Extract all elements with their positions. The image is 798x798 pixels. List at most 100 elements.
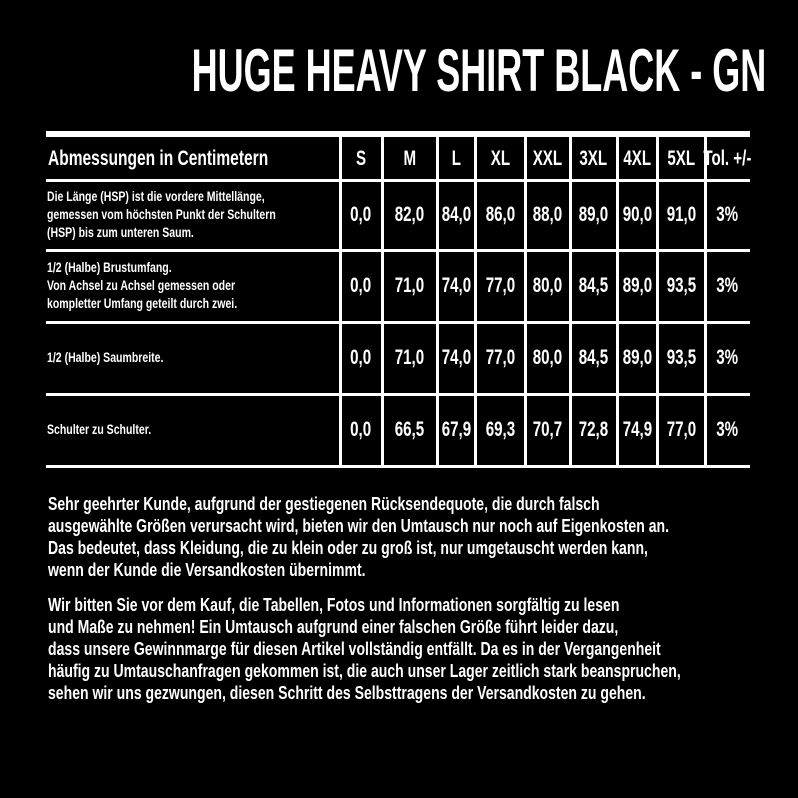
row-border — [46, 249, 750, 252]
note-line: wenn der Kunde die Versandkosten übernim… — [48, 560, 366, 580]
value-text: 86,0 — [485, 203, 515, 226]
row-label-line: gemessen vom höchsten Punkt der Schulter… — [47, 207, 276, 222]
row-label-line: Die Länge (HSP) ist die vordere Mittellä… — [47, 189, 265, 204]
value-text: 77,0 — [485, 274, 515, 297]
title: HUGE HEAVY SHIRT BLACK - GN — [191, 37, 767, 104]
note-line: ausgewählte Größen verursacht wird, biet… — [48, 516, 670, 536]
row-label: Die Länge (HSP) ist die vordere Mittellä… — [47, 180, 341, 250]
column-border — [381, 137, 384, 466]
value-text: 89,0 — [578, 203, 609, 226]
header-cell: 5XL — [657, 137, 705, 180]
column-border — [704, 137, 707, 466]
value-text: 0,0 — [350, 203, 372, 226]
value-text: 66,5 — [394, 418, 425, 441]
value-cell: 82,0 — [382, 180, 437, 250]
value-text: 84,0 — [441, 203, 471, 226]
row-label-line: 1/2 (Halbe) Brustumfang. — [47, 260, 172, 275]
header-cell: XXL — [525, 137, 570, 180]
row-label-line: kompletter Umfang geteilt durch zwei. — [47, 296, 238, 311]
value-text: 69,3 — [485, 418, 515, 441]
value-text: 67,9 — [441, 418, 471, 441]
column-border — [339, 137, 342, 466]
value-cell: 74,0 — [437, 250, 475, 322]
value-text: 80,0 — [532, 346, 563, 369]
row-label: 1/2 (Halbe) Brustumfang. Von Achsel zu Ac… — [47, 250, 341, 322]
value-text: 3% — [716, 274, 739, 297]
value-text: 0,0 — [350, 346, 372, 369]
value-text: 91,0 — [666, 203, 696, 226]
row-label: 1/2 (Halbe) Saumbreite. — [47, 322, 341, 394]
header-cell: S — [340, 137, 382, 180]
value-text: 71,0 — [394, 274, 425, 297]
value-text: 3% — [716, 203, 739, 226]
column-border — [616, 137, 619, 466]
value-cell: 89,0 — [617, 250, 657, 322]
row-label-line: Von Achsel zu Achsel gemessen oder — [47, 278, 236, 293]
value-cell: 0,0 — [340, 250, 382, 322]
value-cell: 70,7 — [525, 394, 570, 466]
value-cell: 93,5 — [657, 250, 705, 322]
value-cell: 74,9 — [617, 394, 657, 466]
column-border — [524, 137, 527, 466]
row-label-line: (HSP) bis zum unteren Saum. — [47, 225, 194, 240]
value-cell: 0,0 — [340, 394, 382, 466]
header-cell: Tol. +/- — [703, 137, 752, 180]
value-cell: 88,0 — [525, 180, 570, 250]
row-border — [46, 321, 750, 324]
note-line: und Maße zu nehmen! Ein Umtausch aufgrun… — [48, 617, 619, 637]
value-cell: 71,0 — [382, 250, 437, 322]
header-text: XXL — [532, 146, 563, 170]
row-label: Schulter zu Schulter. — [47, 394, 341, 466]
value-text: 3% — [716, 418, 739, 441]
header-cell: 4XL — [617, 137, 657, 180]
header-text: L — [451, 146, 461, 170]
header-text: Tol. +/- — [703, 146, 752, 170]
value-text: 77,0 — [485, 346, 515, 369]
value-text: 93,5 — [666, 274, 696, 297]
value-text: 80,0 — [532, 274, 563, 297]
value-cell: 3% — [705, 180, 750, 250]
value-cell: 72,8 — [570, 394, 617, 466]
value-cell: 80,0 — [525, 250, 570, 322]
value-cell: 93,5 — [657, 322, 705, 394]
table-top-border — [46, 131, 750, 137]
value-text: 93,5 — [666, 346, 696, 369]
value-text: 74,9 — [622, 418, 652, 441]
column-border — [436, 137, 439, 466]
value-cell: 77,0 — [475, 322, 525, 394]
value-cell: 90,0 — [617, 180, 657, 250]
note-line: dass unsere Gewinnmarge für diesen Artik… — [48, 639, 661, 659]
value-text: 0,0 — [350, 274, 372, 297]
value-cell: 67,9 — [437, 394, 475, 466]
column-border — [656, 137, 659, 466]
header-text: S — [355, 146, 367, 170]
row-border — [46, 393, 750, 396]
value-text: 74,0 — [441, 274, 471, 297]
value-cell: 77,0 — [475, 250, 525, 322]
value-text: 82,0 — [394, 203, 425, 226]
value-text: 84,5 — [578, 346, 609, 369]
value-cell: 84,5 — [570, 322, 617, 394]
value-cell: 89,0 — [617, 322, 657, 394]
header-text: Abmessungen in Centimetern — [48, 146, 269, 170]
value-text: 70,7 — [532, 418, 563, 441]
value-text: 71,0 — [394, 346, 425, 369]
value-text: 89,0 — [622, 274, 652, 297]
value-text: 0,0 — [350, 418, 372, 441]
value-cell: 0,0 — [340, 180, 382, 250]
value-cell: 80,0 — [525, 322, 570, 394]
header-text: XL — [490, 146, 510, 170]
value-text: 88,0 — [532, 203, 563, 226]
title-wrap: HUGE HEAVY SHIRT BLACK - GN — [0, 38, 798, 104]
column-border — [474, 137, 477, 466]
value-cell: 71,0 — [382, 322, 437, 394]
header-text: 3XL — [579, 146, 608, 170]
value-cell: 74,0 — [437, 322, 475, 394]
row-label-line: 1/2 (Halbe) Saumbreite. — [47, 350, 164, 365]
value-cell: 0,0 — [340, 322, 382, 394]
value-text: 3% — [716, 346, 739, 369]
header-text: M — [403, 146, 416, 170]
value-cell: 3% — [705, 394, 750, 466]
row-border — [46, 465, 750, 468]
